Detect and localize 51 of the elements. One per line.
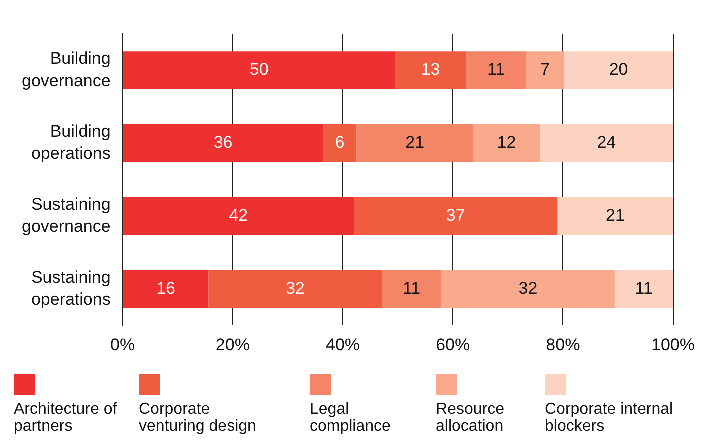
bar [540, 124, 674, 162]
data-label: 12 [497, 133, 516, 152]
y-tick-label: Sustaining operations [31, 268, 111, 309]
y-tick-label: Building operations [31, 122, 111, 164]
legend-label: Legal compliance [310, 401, 392, 435]
legend-label: Architecture of partners [14, 401, 118, 435]
bar [354, 197, 558, 236]
legend-label: Resource allocation [436, 401, 506, 435]
bar [466, 52, 526, 90]
data-label: 24 [597, 133, 616, 152]
data-label: 11 [487, 60, 506, 80]
bar [123, 52, 396, 90]
data-label: 11 [402, 278, 421, 298]
data-label: 21 [606, 206, 625, 225]
bar [564, 52, 674, 90]
x-tick-label: 20% [216, 335, 250, 354]
data-label: 32 [286, 278, 305, 298]
x-tick-label: 60% [436, 335, 470, 354]
x-tick-label: 40% [326, 335, 360, 354]
bar [395, 52, 466, 90]
bar [442, 270, 615, 308]
y-tick-label: Sustaining governance [22, 194, 111, 236]
bar [208, 270, 382, 308]
data-label: 6 [335, 133, 345, 152]
data-label: 7 [540, 60, 550, 80]
bar [356, 124, 474, 162]
legend-label: Corporate internal blockers [545, 401, 674, 435]
data-label: 16 [156, 278, 176, 298]
data-label: 13 [421, 60, 440, 80]
data-label: 32 [518, 278, 538, 298]
bar [323, 124, 357, 162]
data-label: 37 [446, 206, 466, 225]
bar [123, 124, 324, 162]
bar [614, 270, 674, 308]
data-label: 21 [406, 133, 425, 152]
bar [123, 270, 209, 308]
x-tick-label: 100% [652, 335, 695, 354]
bar [123, 197, 354, 236]
x-tick-label: 80% [546, 335, 580, 354]
bar [382, 270, 442, 308]
bar [473, 124, 540, 162]
bar [558, 197, 674, 236]
data-label: 20 [609, 60, 628, 80]
x-tick-label: 0% [110, 335, 136, 354]
legend-label: Corporate venturing design [139, 401, 258, 435]
data-label: 11 [635, 278, 653, 298]
data-label: 42 [229, 206, 248, 225]
data-label: 50 [250, 60, 269, 80]
data-label: 36 [214, 133, 233, 152]
y-tick-label: Building governance [22, 49, 111, 90]
bar [526, 52, 564, 90]
